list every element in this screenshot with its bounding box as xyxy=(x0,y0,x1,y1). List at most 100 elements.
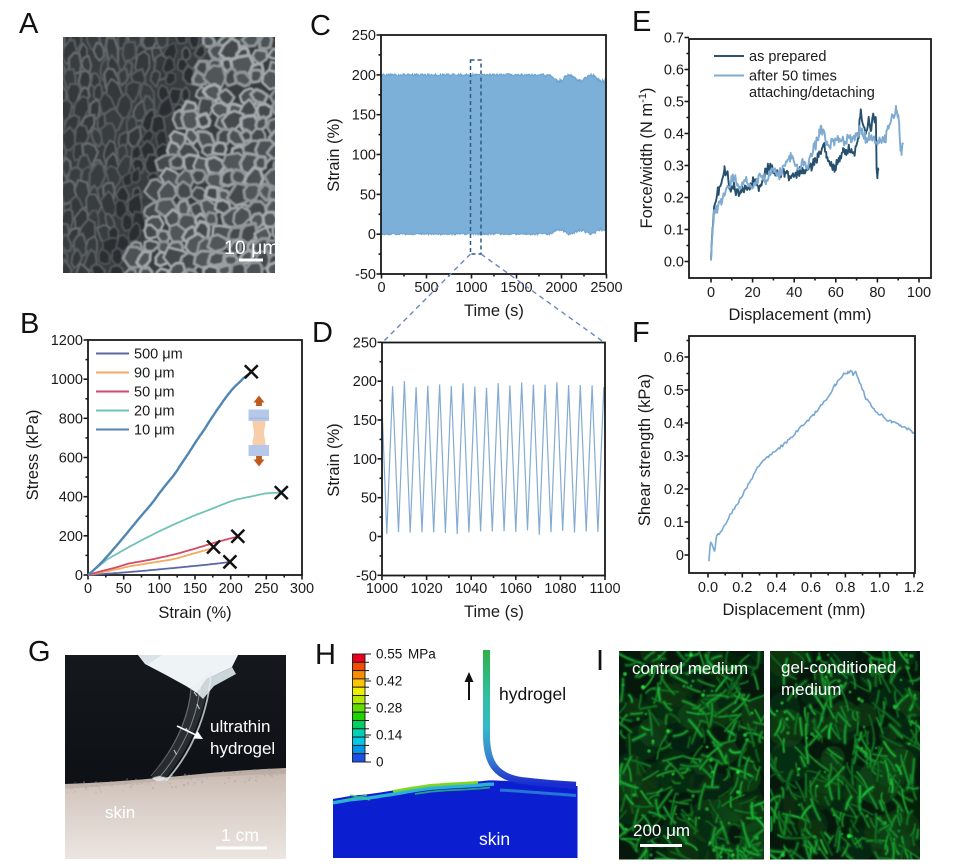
svg-text:0.4: 0.4 xyxy=(664,416,684,432)
svg-text:I: I xyxy=(596,645,604,677)
svg-text:Displacement (mm): Displacement (mm) xyxy=(728,306,871,324)
svg-text:0: 0 xyxy=(84,581,92,597)
svg-text:0.0: 0.0 xyxy=(664,255,684,271)
svg-text:1 cm: 1 cm xyxy=(221,825,259,845)
svg-text:D: D xyxy=(312,317,333,349)
svg-text:1200: 1200 xyxy=(51,333,83,349)
svg-text:100: 100 xyxy=(147,581,171,597)
svg-text:0.55: 0.55 xyxy=(376,647,402,662)
svg-text:300: 300 xyxy=(290,581,314,597)
svg-text:2500: 2500 xyxy=(590,280,622,296)
svg-text:after 50 times: after 50 times xyxy=(749,69,837,85)
svg-text:0.6: 0.6 xyxy=(801,580,821,596)
svg-text:0.5: 0.5 xyxy=(664,95,684,111)
svg-text:250: 250 xyxy=(352,28,376,44)
svg-text:250: 250 xyxy=(353,335,377,351)
svg-text:0.1: 0.1 xyxy=(664,223,684,239)
svg-text:0: 0 xyxy=(75,568,83,584)
svg-text:90 μm: 90 μm xyxy=(134,366,175,382)
svg-text:-50: -50 xyxy=(355,267,376,283)
svg-text:50: 50 xyxy=(116,581,132,597)
svg-text:F: F xyxy=(632,317,650,349)
svg-text:ultrathin: ultrathin xyxy=(210,717,270,736)
svg-text:C: C xyxy=(310,10,331,42)
svg-text:MPa: MPa xyxy=(408,647,436,662)
svg-text:800: 800 xyxy=(59,411,83,427)
svg-text:Time (s): Time (s) xyxy=(464,302,524,320)
svg-text:150: 150 xyxy=(183,581,207,597)
svg-text:80: 80 xyxy=(869,285,885,301)
svg-text:0.1: 0.1 xyxy=(664,515,684,531)
svg-text:skin: skin xyxy=(105,803,135,822)
svg-text:0.7: 0.7 xyxy=(664,31,684,47)
svg-text:E: E xyxy=(632,6,651,38)
svg-text:G: G xyxy=(28,636,51,668)
svg-text:0.6: 0.6 xyxy=(664,63,684,79)
svg-text:Displacement (mm): Displacement (mm) xyxy=(722,601,865,619)
svg-text:1020: 1020 xyxy=(410,581,442,597)
svg-text:1060: 1060 xyxy=(500,581,532,597)
svg-text:200: 200 xyxy=(219,581,243,597)
svg-text:500: 500 xyxy=(414,280,438,296)
svg-text:200: 200 xyxy=(353,374,377,390)
svg-text:10 μm: 10 μm xyxy=(134,423,175,439)
svg-text:Time (s): Time (s) xyxy=(464,603,524,621)
svg-text:200: 200 xyxy=(352,68,376,84)
svg-text:50 μm: 50 μm xyxy=(134,385,175,401)
svg-text:50: 50 xyxy=(360,187,376,203)
svg-text:0.3: 0.3 xyxy=(664,159,684,175)
svg-text:0: 0 xyxy=(376,755,384,770)
svg-text:0.2: 0.2 xyxy=(732,580,752,596)
svg-text:Stress (kPa): Stress (kPa) xyxy=(24,410,42,501)
svg-text:hydrogel: hydrogel xyxy=(499,684,566,704)
svg-text:Strain (%): Strain (%) xyxy=(325,423,343,496)
svg-text:0.6: 0.6 xyxy=(664,350,684,366)
svg-text:1080: 1080 xyxy=(544,581,576,597)
svg-text:0.4: 0.4 xyxy=(664,127,684,143)
svg-text:100: 100 xyxy=(353,452,377,468)
svg-text:1000: 1000 xyxy=(51,372,83,388)
svg-text:1.0: 1.0 xyxy=(870,580,890,596)
svg-text:hydrogel: hydrogel xyxy=(210,739,275,758)
svg-text:1.2: 1.2 xyxy=(904,580,924,596)
svg-text:200: 200 xyxy=(59,529,83,545)
svg-text:50: 50 xyxy=(361,491,377,507)
svg-text:0.3: 0.3 xyxy=(664,449,684,465)
svg-text:0.2: 0.2 xyxy=(664,191,684,207)
svg-text:H: H xyxy=(315,639,336,671)
svg-text:1100: 1100 xyxy=(589,581,620,597)
svg-text:1500: 1500 xyxy=(500,280,532,296)
svg-text:600: 600 xyxy=(59,451,83,467)
svg-text:gel-conditioned: gel-conditioned xyxy=(781,658,896,677)
svg-text:200 μm: 200 μm xyxy=(633,821,690,840)
svg-text:0: 0 xyxy=(368,227,376,243)
svg-text:-50: -50 xyxy=(356,568,377,584)
svg-text:2000: 2000 xyxy=(545,280,577,296)
svg-text:as prepared: as prepared xyxy=(749,49,826,65)
svg-text:Force/width (N m-1): Force/width (N m-1) xyxy=(637,88,656,229)
svg-text:0.28: 0.28 xyxy=(376,701,402,716)
svg-text:0.14: 0.14 xyxy=(376,728,403,743)
svg-text:control medium: control medium xyxy=(632,659,748,678)
svg-text:1000: 1000 xyxy=(455,280,487,296)
svg-text:Shear strength (kPa): Shear strength (kPa) xyxy=(636,374,654,526)
svg-text:B: B xyxy=(20,308,39,340)
svg-text:medium: medium xyxy=(781,680,841,699)
svg-text:1000: 1000 xyxy=(366,581,398,597)
svg-text:A: A xyxy=(19,8,39,40)
svg-text:400: 400 xyxy=(59,490,83,506)
svg-text:0.4: 0.4 xyxy=(767,580,787,596)
svg-text:250: 250 xyxy=(254,581,278,597)
svg-text:150: 150 xyxy=(353,413,377,429)
svg-text:20: 20 xyxy=(745,285,761,301)
svg-text:Strain (%): Strain (%) xyxy=(158,604,231,622)
svg-text:60: 60 xyxy=(828,285,844,301)
svg-text:0: 0 xyxy=(676,548,684,564)
svg-text:40: 40 xyxy=(786,285,802,301)
svg-text:1040: 1040 xyxy=(455,581,487,597)
svg-text:20 μm: 20 μm xyxy=(134,404,175,420)
svg-text:500 μm: 500 μm xyxy=(134,347,183,363)
svg-text:100: 100 xyxy=(907,285,931,301)
svg-text:0: 0 xyxy=(707,285,715,301)
svg-text:0.8: 0.8 xyxy=(835,580,855,596)
